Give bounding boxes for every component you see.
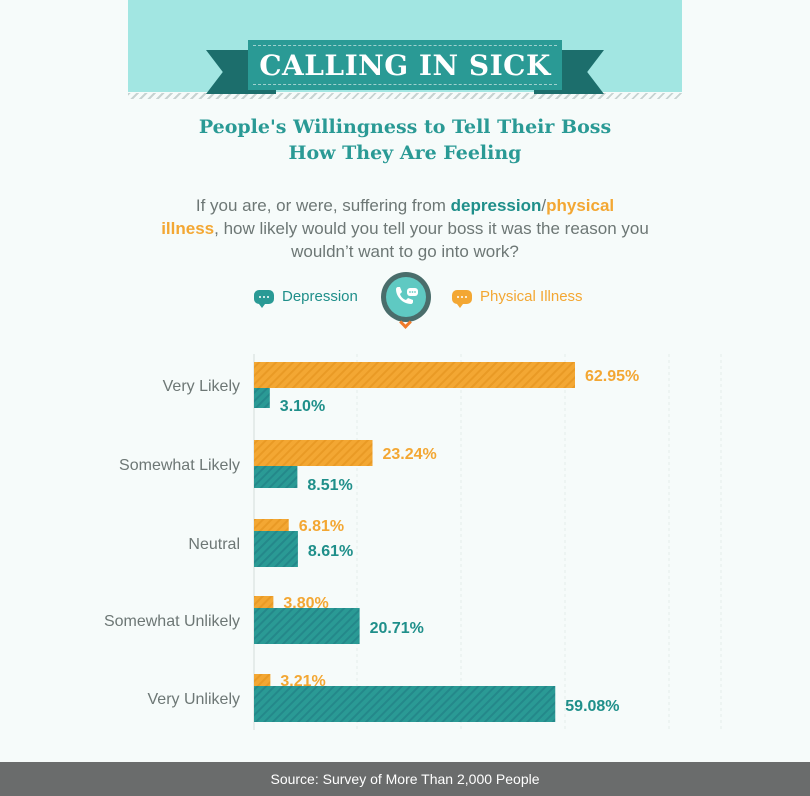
question-slash: / bbox=[541, 196, 547, 215]
bar-physical-illness bbox=[254, 519, 289, 531]
category-label: Neutral bbox=[188, 536, 240, 553]
bar-physical-illness bbox=[254, 362, 575, 388]
legend-physical-illness: Physical Illness bbox=[452, 288, 583, 308]
title-ribbon: CALLING IN SICK bbox=[248, 40, 562, 90]
legend-physical-label: Physical Illness bbox=[480, 288, 583, 305]
legend-depression: Depression bbox=[254, 288, 358, 308]
survey-question: If you are, or were, suffering from depr… bbox=[150, 194, 660, 263]
data-label-depression: 59.08% bbox=[565, 698, 619, 715]
bar-depression bbox=[254, 388, 270, 408]
data-label-depression: 20.71% bbox=[370, 620, 424, 637]
footer: Source: Survey of More Than 2,000 People bbox=[0, 762, 810, 796]
chat-bubble-icon bbox=[452, 289, 472, 308]
bar-depression bbox=[254, 608, 360, 644]
bar-depression bbox=[254, 686, 556, 722]
data-label-depression: 8.61% bbox=[308, 543, 353, 560]
bar-depression bbox=[254, 466, 298, 488]
data-label-physical: 3.21% bbox=[280, 673, 325, 690]
category-label: Very Likely bbox=[163, 378, 240, 395]
source-text: Source: Survey of More Than 2,000 People bbox=[270, 771, 540, 787]
question-depression: depression bbox=[450, 196, 542, 215]
category-label: Very Unlikely bbox=[148, 691, 240, 708]
legend-depression-label: Depression bbox=[282, 288, 358, 305]
data-label-physical: 62.95% bbox=[585, 368, 639, 385]
data-label-physical: 6.81% bbox=[299, 518, 344, 535]
data-label-physical: 23.24% bbox=[383, 446, 437, 463]
bar-physical-illness bbox=[254, 674, 271, 686]
category-label: Somewhat Likely bbox=[119, 457, 240, 474]
phone-chat-icon bbox=[381, 272, 431, 322]
bar-physical-illness bbox=[254, 596, 274, 608]
question-part-1: If you are, or were, suffering from bbox=[195, 196, 451, 215]
bar-depression bbox=[254, 531, 298, 567]
page-title: CALLING IN SICK bbox=[259, 48, 551, 82]
subtitle: People's Willingness to Tell Their Boss … bbox=[0, 114, 810, 166]
question-illness: illness bbox=[161, 219, 215, 238]
grid-lines bbox=[253, 354, 722, 730]
bars: Very Likely 62.95% 3.10% Somewhat Likely 23.… bbox=[104, 362, 639, 722]
bar-physical-illness bbox=[254, 440, 373, 466]
subtitle-line-1: People's Willingness to Tell Their Boss bbox=[198, 116, 612, 138]
data-label-depression: 8.51% bbox=[307, 477, 352, 494]
chat-bubble-icon bbox=[254, 289, 274, 308]
data-label-depression: 3.10% bbox=[280, 398, 325, 415]
subtitle-line-2: How They Are Feeling bbox=[288, 142, 522, 164]
data-label-physical: 3.80% bbox=[283, 595, 328, 612]
category-label: Somewhat Unlikely bbox=[104, 613, 240, 630]
bar-chart: Very Likely 62.95% 3.10% Somewhat Likely 23.… bbox=[104, 354, 722, 730]
question-part-2: , how likely would you tell your boss it… bbox=[214, 219, 649, 261]
question-physical: physical bbox=[546, 196, 615, 215]
